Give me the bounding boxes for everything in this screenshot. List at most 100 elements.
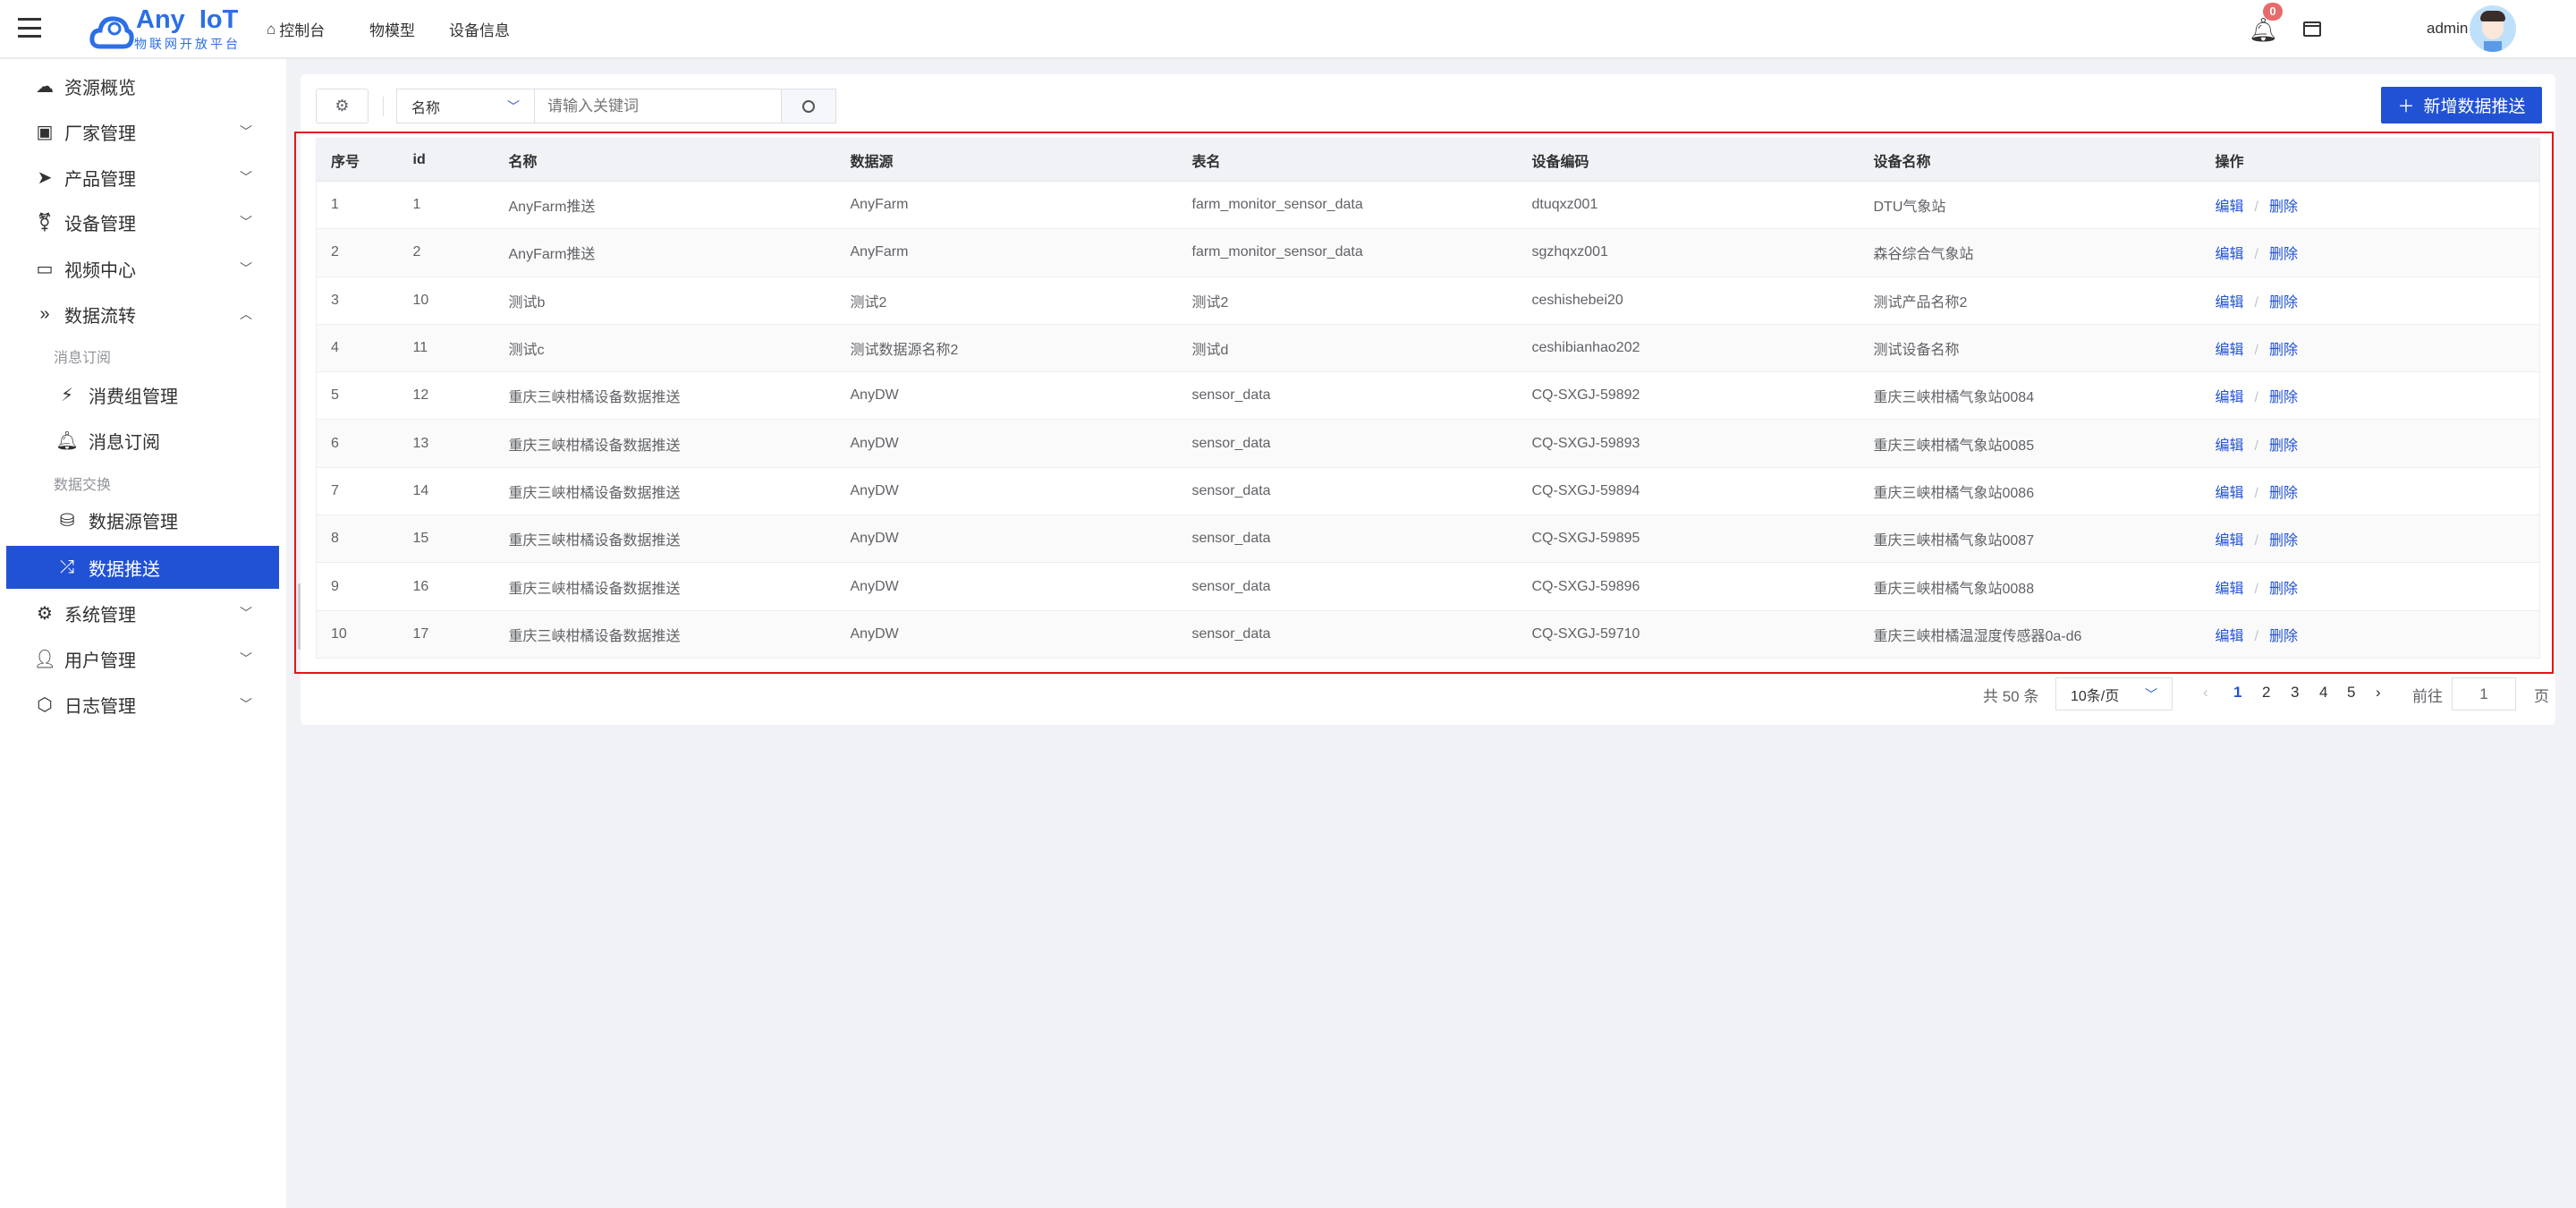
settings-panel-icon[interactable] — [2303, 21, 2321, 37]
table-cell: dtuqxz001 — [1517, 181, 1860, 230]
page-5-button[interactable]: 5 — [2347, 684, 2356, 701]
sidebar-item-data-flow[interactable]: » 数据流转 ︿ — [0, 293, 286, 336]
database-icon: ⛁ — [59, 510, 75, 531]
table-cell: sgzhqxz001 — [1517, 228, 1860, 277]
page-4-button[interactable]: 4 — [2319, 684, 2328, 701]
page-1-button[interactable]: 1 — [2233, 684, 2242, 701]
edit-link[interactable]: 编辑 — [2215, 200, 2244, 216]
column-header: 序号 — [316, 138, 399, 182]
sidebar-item-data-push[interactable]: ⤮ 数据推送 — [6, 546, 279, 589]
prev-page-button[interactable]: ‹ — [2203, 684, 2208, 701]
sidebar-item-vendor[interactable]: ▣ 厂家管理 ﹀ — [0, 110, 286, 153]
sidebar-item-label: 系统管理 — [64, 605, 136, 625]
table-cell: 4 — [316, 324, 399, 373]
search-field-select[interactable]: 名称 ﹀ — [396, 89, 535, 123]
goto-page-input[interactable] — [2452, 677, 2516, 710]
username[interactable]: admin — [2427, 20, 2469, 37]
edit-link[interactable]: 编辑 — [2215, 390, 2244, 406]
sidebar-item-system[interactable]: ⚙︎ 系统管理 ﹀ — [0, 591, 286, 634]
search-input[interactable] — [534, 89, 782, 123]
edit-link[interactable]: 编辑 — [2215, 628, 2244, 644]
notification-bell-icon[interactable]: 🔔︎ — [2249, 16, 2279, 43]
edit-link[interactable]: 编辑 — [2215, 343, 2244, 359]
group-label-exchange: 数据交换 — [54, 478, 112, 493]
table-cell: 测试d — [1177, 324, 1518, 373]
logo[interactable]: Any IoT 物联网开放平台 — [89, 5, 238, 52]
sidebar-item-label: 消费组管理 — [89, 387, 178, 407]
page-3-button[interactable]: 3 — [2291, 684, 2300, 701]
delete-link[interactable]: 删除 — [2268, 247, 2298, 263]
delete-link[interactable]: 删除 — [2268, 533, 2298, 549]
table-cell: AnyDW — [835, 610, 1178, 659]
table-cell: CQ-SXGJ-59895 — [1517, 515, 1860, 564]
chevron-down-icon: ﹀ — [240, 606, 252, 620]
edit-link[interactable]: 编辑 — [2215, 485, 2244, 501]
table-cell: 森谷综合气象站 — [1859, 228, 2201, 277]
table-cell: 重庆三峡柑橘设备数据推送 — [494, 515, 836, 564]
scrollbar[interactable] — [298, 583, 301, 650]
table-cell: 测试c — [494, 324, 836, 373]
edit-link[interactable]: 编辑 — [2215, 581, 2244, 597]
delete-link[interactable]: 删除 — [2268, 485, 2298, 501]
sidebar-item-video[interactable]: ▭ 视频中心 ﹀ — [0, 247, 286, 290]
cloud-icon: ☁︎ — [36, 76, 54, 97]
table-cell: 17 — [398, 610, 495, 659]
sidebar-item-consumer-group[interactable]: ⚡︎ 消费组管理 — [0, 373, 286, 416]
menu-toggle-icon[interactable] — [18, 18, 41, 38]
table-cell: 11 — [398, 324, 495, 373]
sidebar-item-user[interactable]: 👤︎ 用户管理 ﹀ — [0, 637, 286, 680]
table-cell: 6 — [316, 419, 399, 468]
sidebar-item-message-subscription[interactable]: 🔔︎ 消息订阅 — [0, 419, 286, 462]
sidebar-item-datasource[interactable]: ⛁ 数据源管理 — [0, 498, 286, 541]
edit-link[interactable]: 编辑 — [2215, 438, 2244, 454]
edit-link[interactable]: 编辑 — [2215, 294, 2244, 311]
delete-link[interactable]: 删除 — [2268, 294, 2298, 311]
edit-link[interactable]: 编辑 — [2215, 533, 2244, 549]
separator: / — [2254, 247, 2258, 263]
separator: / — [2254, 200, 2258, 216]
column-settings-button[interactable]: ⚙︎ — [316, 89, 369, 123]
column-header: 表名 — [1177, 138, 1518, 182]
delete-link[interactable]: 删除 — [2268, 628, 2298, 644]
avatar[interactable] — [2470, 5, 2516, 52]
page-2-button[interactable]: 2 — [2262, 684, 2271, 701]
device-icon: ⚧ — [37, 212, 53, 233]
table-cell: AnyDW — [835, 467, 1178, 516]
next-page-button[interactable]: › — [2376, 684, 2381, 701]
table-cell: CQ-SXGJ-59894 — [1517, 467, 1860, 516]
column-header: 设备编码 — [1517, 138, 1860, 182]
sidebar-item-overview[interactable]: ☁︎ 资源概览 — [0, 64, 286, 107]
sidebar-item-log[interactable]: ⬡ 日志管理 ﹀ — [0, 683, 286, 726]
sidebar-item-product[interactable]: ➤ 产品管理 ﹀ — [0, 156, 286, 199]
sidebar-item-label: 数据源管理 — [89, 512, 178, 532]
sidebar-item-label: 日志管理 — [64, 696, 136, 717]
sidebar: ☁︎ 资源概览 ▣ 厂家管理 ﹀ ➤ 产品管理 ﹀ ⚧ 设备管理 ﹀ ▭ 视频中心 ﹀ » 数据流转… — [0, 59, 286, 1208]
logo-title: Any IoT — [136, 5, 239, 34]
sidebar-item-device[interactable]: ⚧ 设备管理 ﹀ — [0, 200, 286, 243]
add-data-push-button[interactable]: ＋ 新增数据推送 — [2381, 87, 2542, 123]
edit-link[interactable]: 编辑 — [2215, 247, 2244, 263]
delete-link[interactable]: 删除 — [2268, 200, 2298, 216]
table-cell: 重庆三峡柑橘气象站0084 — [1859, 371, 2201, 421]
page-size-select[interactable]: 10条/页 ﹀ — [2055, 677, 2173, 710]
nav-dashboard[interactable]: ⌂ 控制台 — [267, 18, 325, 40]
nav-device-info[interactable]: 设备信息 — [449, 22, 510, 39]
table-cell: AnyFarm — [835, 181, 1178, 230]
goto-label: 前往 — [2412, 688, 2443, 705]
table-row: 7 14 重庆三峡柑橘设备数据推送 AnyDW sensor_data CQ-SXGJ-5… — [316, 467, 2540, 516]
delete-link[interactable]: 删除 — [2268, 581, 2298, 597]
sidebar-item-label: 消息订阅 — [89, 432, 160, 453]
nav-thing-model[interactable]: 物模型 — [369, 22, 415, 39]
table-cell: 12 — [398, 371, 495, 421]
sidebar-item-label: 用户管理 — [64, 651, 136, 671]
table-cell: 10 — [398, 276, 495, 325]
logo-subtitle: 物联网开放平台 — [134, 37, 241, 51]
table-row: 4 11 测试c 测试数据源名称2 测试d ceshibianhao202 测试设备名称 编辑… — [316, 324, 2540, 373]
delete-link[interactable]: 删除 — [2268, 343, 2298, 359]
table-cell: 重庆三峡柑橘设备数据推送 — [494, 419, 836, 468]
chevron-down-icon: ﹀ — [240, 124, 252, 139]
delete-link[interactable]: 删除 — [2268, 390, 2298, 406]
delete-link[interactable]: 删除 — [2268, 438, 2298, 454]
search-button[interactable] — [781, 89, 836, 123]
actions-cell: 编辑 / 删除 — [2200, 515, 2540, 564]
